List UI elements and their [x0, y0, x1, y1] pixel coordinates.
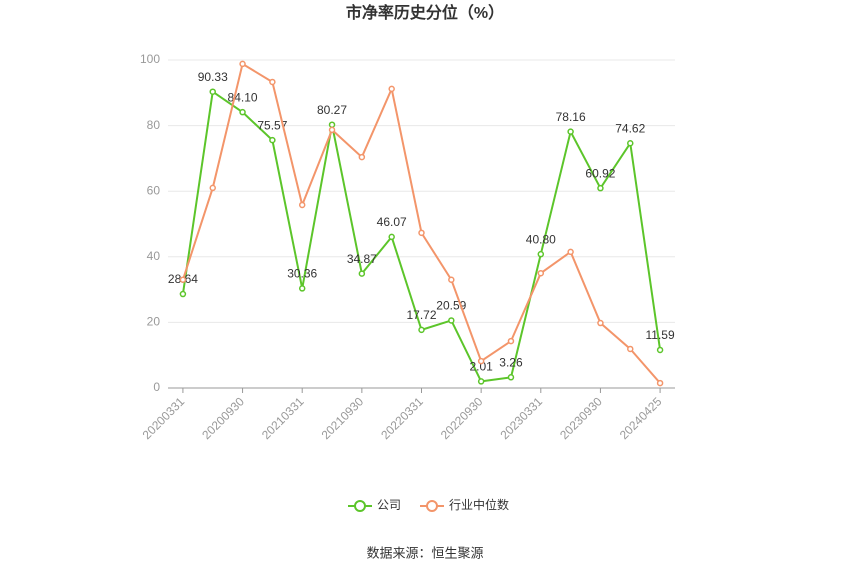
x-tick-label: 20200930: [199, 394, 247, 442]
point: [388, 233, 395, 241]
x-tick-label: 20200331: [140, 394, 188, 442]
data-label: 74.62: [615, 121, 645, 135]
point: [656, 379, 664, 387]
point: [567, 248, 574, 256]
point: [656, 346, 664, 354]
point: [627, 139, 634, 147]
data-label: 80.27: [317, 103, 347, 117]
data-label: 34.87: [347, 252, 377, 266]
x-tick-label: 20210930: [319, 394, 367, 442]
point: [358, 270, 366, 277]
point: [477, 378, 485, 385]
series-line: [181, 62, 661, 384]
data-label: 75.57: [257, 118, 287, 132]
point: [328, 126, 336, 134]
y-tick-label: 40: [147, 249, 161, 263]
chart-title: 市净率历史分位（%）: [346, 3, 504, 22]
point: [328, 121, 336, 128]
x-tick-label: 20230930: [557, 394, 605, 442]
data-label: 60.92: [585, 166, 615, 180]
data-label: 11.59: [646, 328, 675, 342]
point: [179, 290, 187, 298]
point: [418, 229, 425, 237]
x-tick-label: 20240425: [617, 394, 665, 442]
source: 数据来源：恒生聚源: [366, 545, 483, 560]
point: [418, 326, 425, 334]
point: [448, 276, 455, 284]
point: [388, 85, 395, 93]
point: [298, 285, 306, 292]
data-label: 17.72: [406, 308, 436, 322]
legend-label: 行业中位数: [449, 497, 509, 512]
y-tick-label: 60: [147, 183, 161, 197]
data-label: 30.36: [287, 267, 317, 281]
y-tick-label: 0: [153, 380, 160, 394]
x-tick-label: 20220331: [378, 394, 426, 442]
legend-marker: [354, 500, 366, 512]
point: [507, 337, 515, 345]
x-tick-label: 20230331: [498, 394, 546, 442]
x-tick-label: 20220930: [438, 394, 486, 442]
y-tick-label: 80: [147, 118, 161, 132]
data-label: 46.07: [377, 215, 407, 229]
point: [567, 128, 574, 135]
data-label: 84.10: [228, 90, 258, 104]
data-label: 78.16: [556, 110, 586, 124]
point: [239, 108, 246, 116]
point: [627, 345, 634, 353]
point: [358, 153, 366, 161]
y-tick-label: 100: [140, 52, 160, 66]
legend-label: 公司: [377, 498, 401, 512]
legend-marker: [426, 500, 438, 512]
point: [269, 136, 276, 144]
point: [239, 60, 246, 68]
y-tick-label: 20: [147, 315, 161, 329]
data-label: 2.01: [469, 360, 493, 374]
data-label: 3.26: [499, 355, 523, 369]
point: [597, 184, 604, 192]
series-line: [181, 89, 662, 383]
point: [209, 184, 216, 192]
point: [179, 276, 187, 284]
point: [537, 250, 545, 258]
data-label: 90.33: [198, 70, 228, 84]
point: [477, 357, 485, 365]
point: [269, 78, 276, 86]
point: [507, 374, 515, 381]
point: [448, 317, 455, 324]
x-tick-label: 20210331: [259, 394, 307, 442]
point: [298, 201, 306, 209]
point: [209, 88, 216, 95]
data-label: 40.80: [526, 232, 556, 246]
point: [597, 319, 604, 327]
point: [537, 269, 545, 277]
